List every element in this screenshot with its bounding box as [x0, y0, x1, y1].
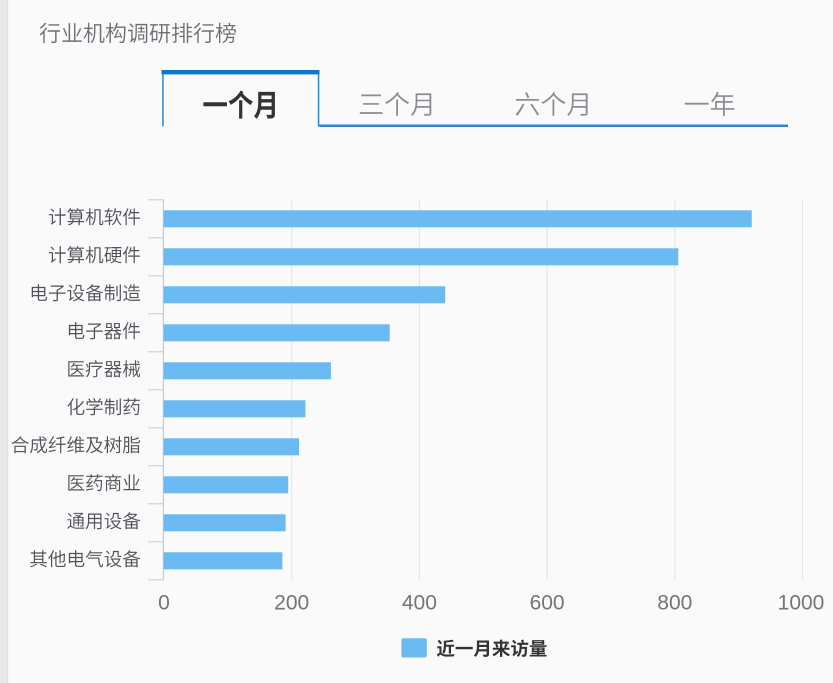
svg-text:1000: 1000	[778, 591, 825, 614]
svg-text:600: 600	[530, 591, 565, 614]
svg-text:200: 200	[274, 591, 309, 614]
svg-text:0: 0	[158, 591, 170, 614]
svg-text:800: 800	[657, 591, 692, 614]
svg-text:400: 400	[402, 591, 437, 614]
